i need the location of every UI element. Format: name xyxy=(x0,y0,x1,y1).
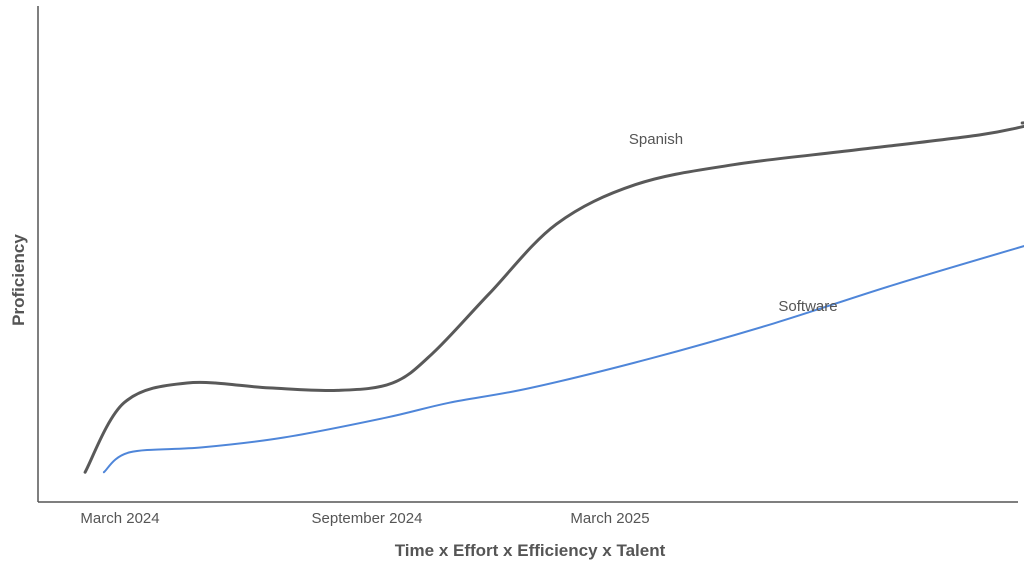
x-tick-label: September 2024 xyxy=(312,510,423,527)
x-tick-labels: March 2024 September 2024 March 2025 xyxy=(80,510,649,527)
series-label-spanish: Spanish xyxy=(629,131,683,148)
series-labels: Spanish Software xyxy=(629,131,838,315)
x-tick-label: March 2025 xyxy=(570,510,649,527)
x-axis-title: Time x Effort x Efficiency x Talent xyxy=(395,541,666,560)
x-tick-label: March 2024 xyxy=(80,510,159,527)
series-line-spanish xyxy=(83,124,1024,474)
series-layer xyxy=(83,121,1024,474)
axes xyxy=(37,6,1018,503)
y-axis-title: Proficiency xyxy=(9,234,28,326)
series-label-software: Software xyxy=(778,298,837,315)
series-line-software xyxy=(102,245,1024,474)
